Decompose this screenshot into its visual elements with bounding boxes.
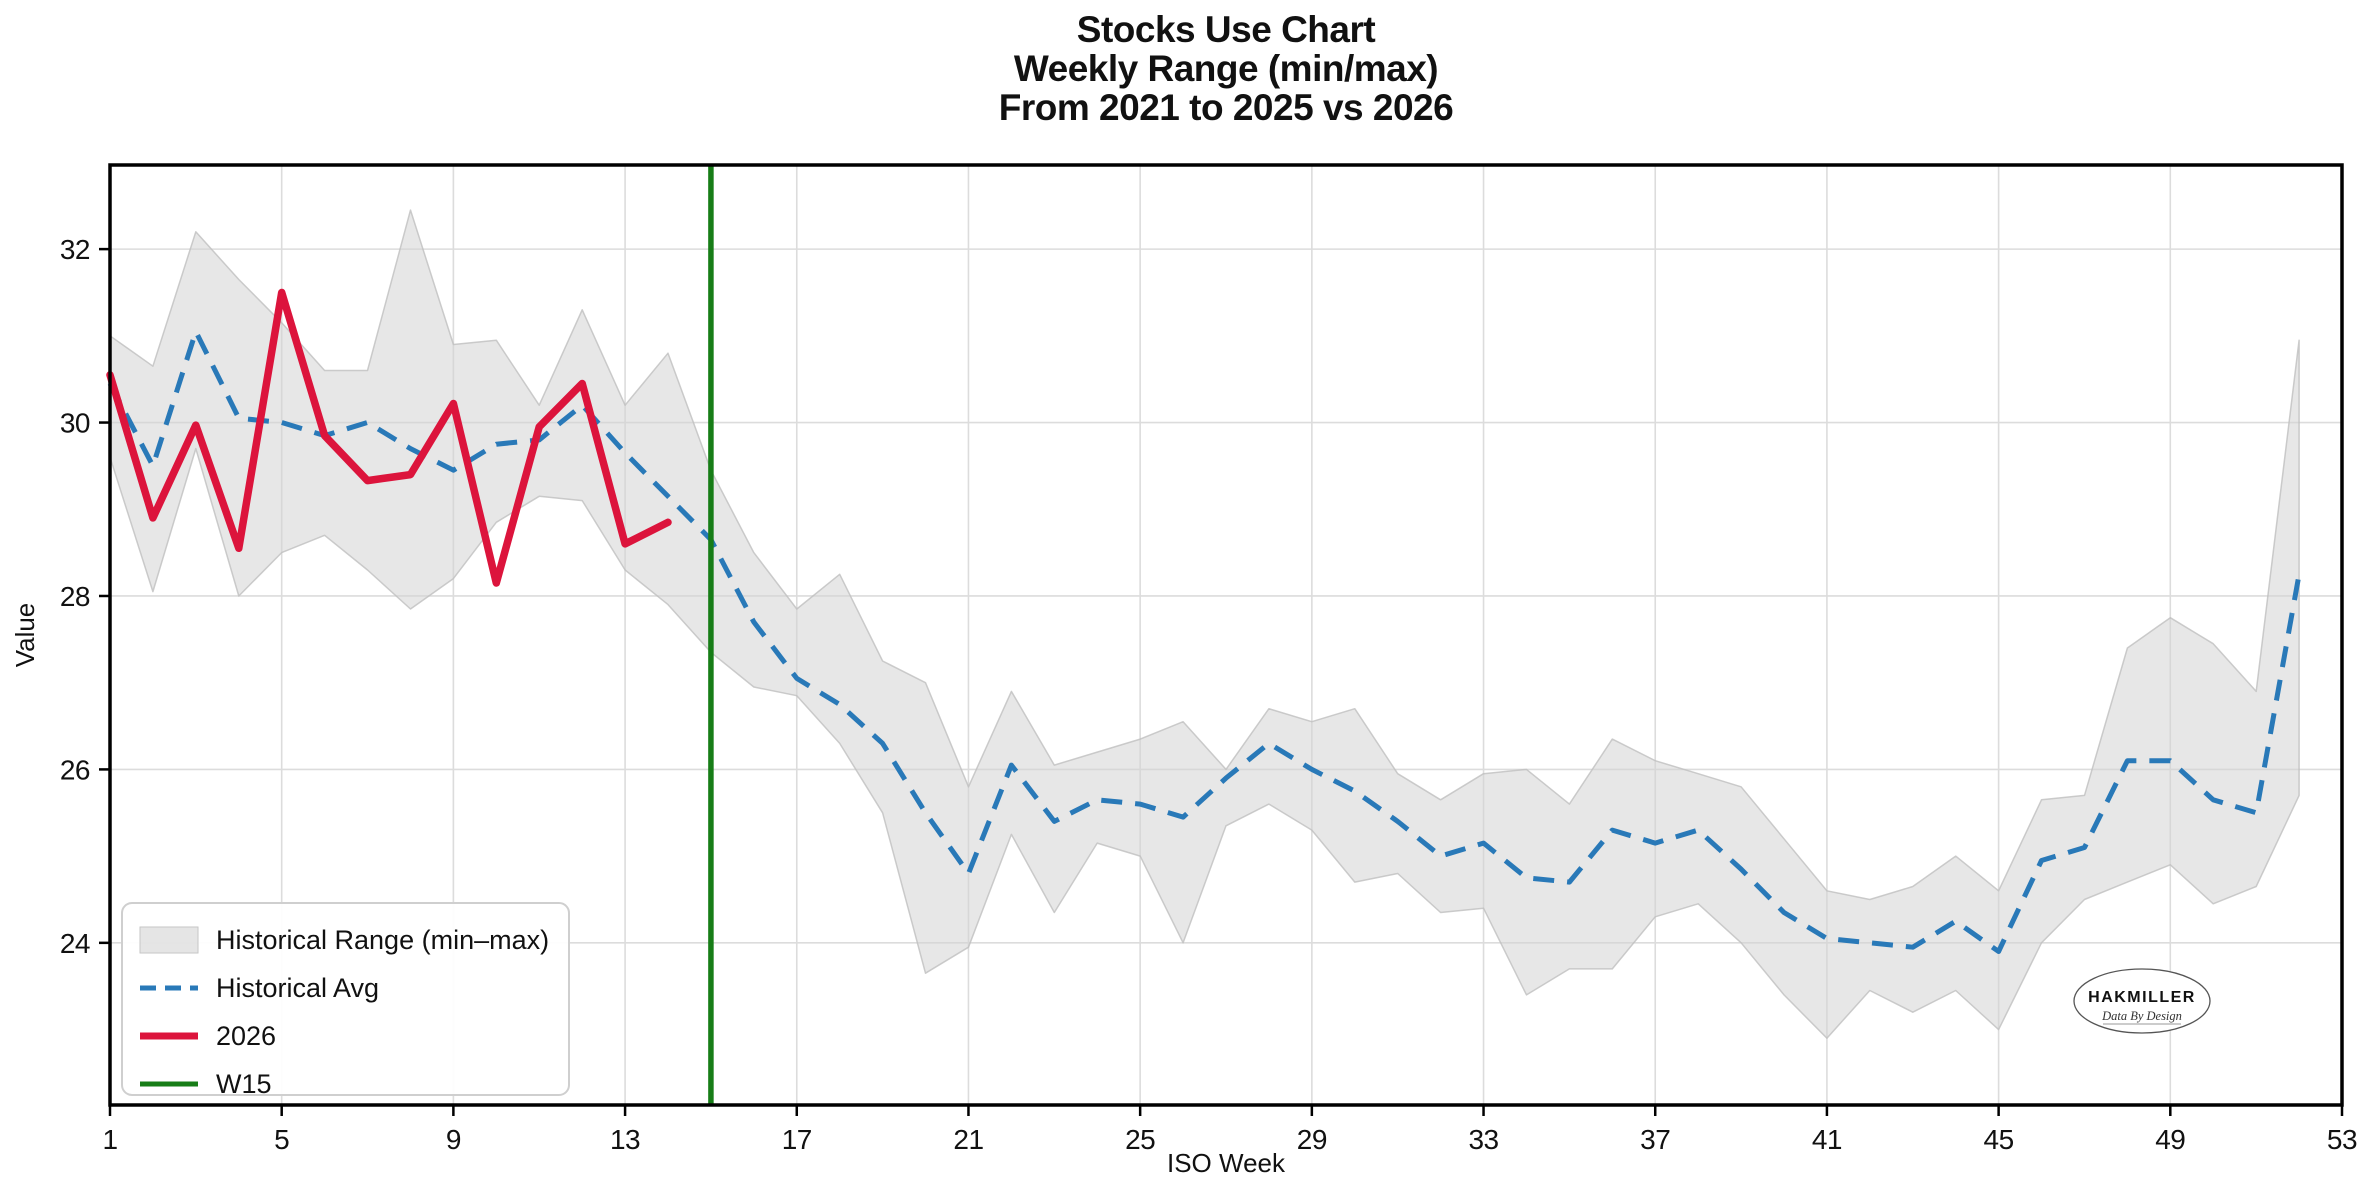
legend-label-2026: 2026 [216, 1021, 276, 1051]
y-tick-label-24: 24 [60, 928, 90, 959]
legend-label-w15: W15 [216, 1069, 272, 1099]
legend-box [121, 902, 570, 1096]
plot-frame [108, 163, 2344, 1107]
y-tick-label-26: 26 [60, 754, 90, 785]
y-axis-label: Value [10, 603, 40, 668]
x-tick-label-41: 41 [1812, 1124, 1842, 1155]
x-tick-label-9: 9 [446, 1124, 461, 1155]
y-tick-label-28: 28 [60, 581, 90, 612]
x-tick-label-53: 53 [2327, 1124, 2357, 1155]
line-2026 [106, 288, 672, 587]
x-tick-label-33: 33 [1468, 1124, 1498, 1155]
x-tick-label-25: 25 [1125, 1124, 1155, 1155]
plot-border [108, 163, 2344, 1107]
chart-title-line-2: Weekly Range (min/max) [1014, 48, 1438, 89]
axis-ticks: 1 5 9 13 17 21 25 29 33 37 41 45 49 53 24 26 28 30 32 [60, 234, 2358, 1155]
logo-ellipse [2073, 968, 2211, 1034]
x-tick-label-21: 21 [953, 1124, 983, 1155]
logo-name: HAKMILLER [2088, 989, 2196, 1006]
historical-range-area [109, 209, 2300, 1039]
x-tick-label-1: 1 [102, 1124, 117, 1155]
historical-range-band [109, 209, 2300, 1039]
x-tick-label-5: 5 [274, 1124, 289, 1155]
x-tick-label-17: 17 [782, 1124, 812, 1155]
y-tick-label-32: 32 [60, 234, 90, 265]
historical-avg-line [107, 329, 2302, 954]
legend: Historical Range (min–max) Historical Av… [121, 902, 570, 1099]
logo-badge: HAKMILLER Data By Design [2073, 968, 2211, 1034]
x-tick-label-45: 45 [1984, 1124, 2014, 1155]
x-axis-label: ISO Week [1167, 1148, 1286, 1178]
x-tick-label-37: 37 [1640, 1124, 1670, 1155]
chart-title-line-1: Stocks Use Chart [1077, 9, 1376, 50]
x-tick-label-49: 49 [2155, 1124, 2185, 1155]
legend-label-avg: Historical Avg [216, 973, 379, 1003]
data-lines [106, 165, 2302, 1105]
y-tick-label-30: 30 [60, 408, 90, 439]
x-tick-label-29: 29 [1297, 1124, 1327, 1155]
legend-swatch-range [139, 926, 199, 954]
chart-title-line-3: From 2021 to 2025 vs 2026 [999, 87, 1453, 128]
legend-label-range: Historical Range (min–max) [216, 925, 549, 955]
logo-tagline: Data By Design [2101, 1009, 2182, 1023]
x-tick-label-13: 13 [610, 1124, 640, 1155]
